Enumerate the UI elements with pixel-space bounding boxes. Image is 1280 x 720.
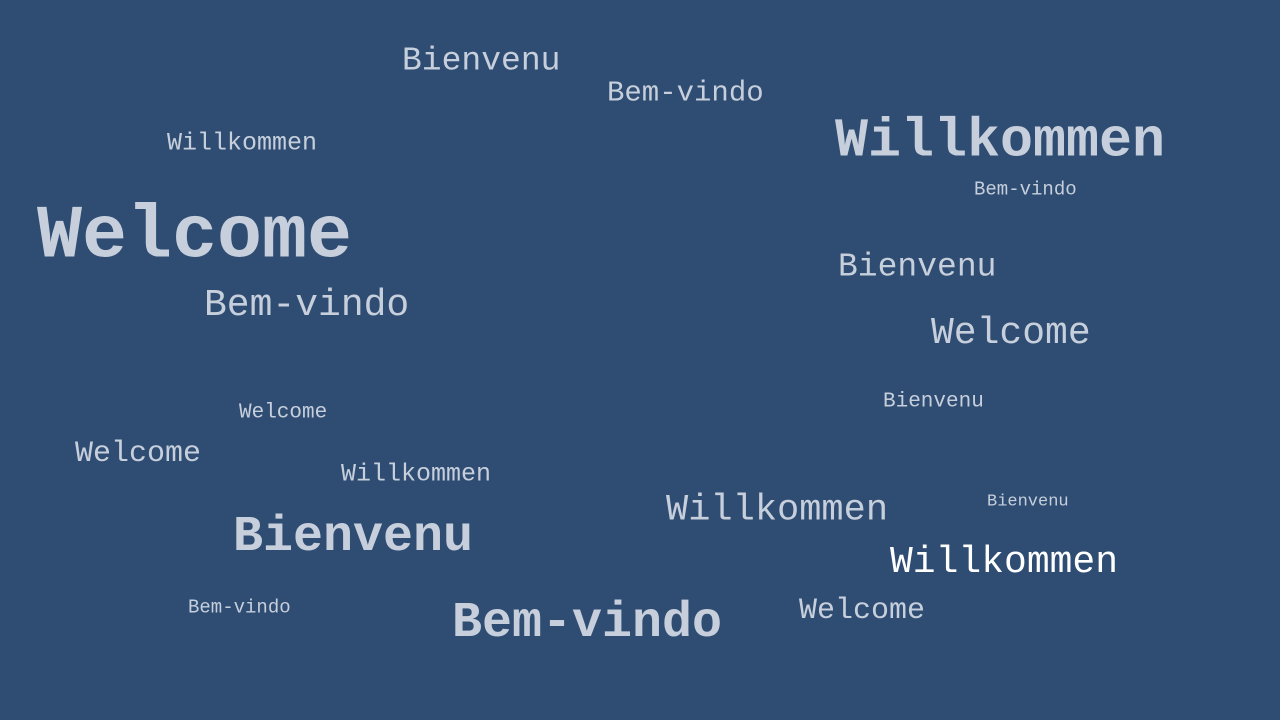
word-bienvenu: Bienvenu xyxy=(402,42,561,80)
word-willkommen: Willkommen xyxy=(341,459,492,489)
word-bienvenu: Bienvenu xyxy=(233,509,474,566)
word-welcome: Welcome xyxy=(75,437,202,471)
word-bem-vindo: Bem-vindo xyxy=(974,178,1077,201)
word-welcome: Welcome xyxy=(37,194,353,280)
word-welcome: Welcome xyxy=(239,401,328,425)
word-willkommen: Willkommen xyxy=(890,541,1119,584)
word-welcome: Welcome xyxy=(799,594,926,628)
word-willkommen: Willkommen xyxy=(666,489,889,532)
word-willkommen: Willkommen xyxy=(835,109,1166,173)
word-bienvenu: Bienvenu xyxy=(838,248,997,286)
word-bem-vindo: Bem-vindo xyxy=(452,595,723,652)
word-bem-vindo: Bem-vindo xyxy=(188,596,291,619)
word-willkommen: Willkommen xyxy=(167,128,318,158)
word-bienvenu: Bienvenu xyxy=(987,492,1069,512)
word-bem-vindo: Bem-vindo xyxy=(204,284,410,327)
word-bem-vindo: Bem-vindo xyxy=(607,76,764,110)
word-welcome: Welcome xyxy=(931,312,1091,355)
word-bienvenu: Bienvenu xyxy=(883,390,984,414)
